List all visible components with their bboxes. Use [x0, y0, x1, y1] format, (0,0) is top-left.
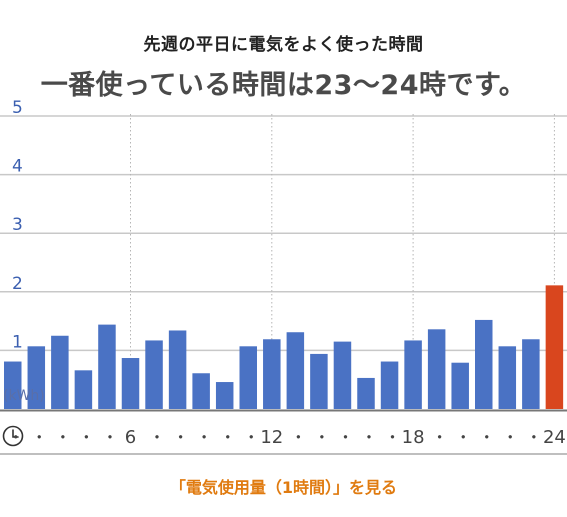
- bars: [4, 285, 564, 409]
- bar-hour-24: [545, 285, 564, 409]
- hour-guide-lines: [130, 114, 555, 409]
- x-tick-20: ・: [479, 428, 495, 447]
- y-tick-3: 3: [12, 215, 23, 235]
- x-tick-19: ・: [455, 428, 471, 447]
- y-unit-label: (kWh): [3, 388, 45, 404]
- x-tick-21: ・: [502, 428, 518, 447]
- x-tick-16: ・: [385, 428, 401, 447]
- x-tick-3: ・: [78, 428, 94, 447]
- x-tick-10: ・: [243, 428, 259, 447]
- bar-hour-8: [168, 330, 187, 409]
- x-tick-7: ・: [173, 428, 189, 447]
- x-tick-6: ・: [149, 428, 165, 447]
- view-hourly-usage-link[interactable]: 「電気使用量（1時間）」を見る: [169, 478, 398, 497]
- bar-hour-4: [74, 370, 93, 409]
- x-tick-8: ・: [196, 428, 212, 447]
- bar-hour-12: [263, 339, 281, 409]
- x-tick-12: ・: [290, 428, 306, 447]
- x-tick-9: ・: [220, 428, 236, 447]
- chart-headline: 一番使っている時間は23～24時です。: [40, 70, 527, 101]
- bar-hour-5: [98, 324, 116, 409]
- y-tick-1: 1: [12, 332, 23, 352]
- chart-subtitle: 先週の平日に電気をよく使った時間: [143, 35, 424, 55]
- x-tick-2: ・: [55, 428, 71, 447]
- bar-hour-14: [310, 353, 328, 409]
- x-tick-0: ・: [8, 428, 24, 447]
- bar-hour-7: [145, 340, 163, 409]
- bar-hour-6: [121, 358, 140, 409]
- chart-title-area: 先週の平日に電気をよく使った時間 一番使っている時間は23～24時です。: [0, 30, 567, 102]
- x-tick-23: 24: [543, 427, 566, 448]
- x-axis-ticks: ・・・・・ 6 ・・・・・ 12 ・・・・・ 18 ・・・・・ 24: [8, 427, 566, 448]
- x-tick-14: ・: [337, 428, 353, 447]
- bar-hour-11: [239, 346, 257, 409]
- y-tick-5: 5: [12, 98, 23, 118]
- y-tick-2: 2: [12, 274, 23, 294]
- x-tick-1: ・: [31, 428, 47, 447]
- x-tick-11: 12: [260, 427, 283, 448]
- x-tick-13: ・: [314, 428, 330, 447]
- bar-hour-22: [498, 346, 517, 409]
- bar-hour-1: [4, 361, 22, 409]
- y-axis-ticks: 1 2 3 4 5: [12, 98, 23, 352]
- bar-hour-16: [357, 377, 375, 409]
- bar-hour-20: [451, 362, 469, 409]
- x-tick-15: ・: [361, 428, 377, 447]
- x-tick-4: ・: [102, 428, 118, 447]
- clock-icon: [2, 425, 24, 447]
- bar-hour-15: [333, 341, 352, 409]
- bar-hour-10: [215, 382, 234, 409]
- bar-hour-13: [286, 332, 305, 409]
- grid-lines: [0, 115, 567, 352]
- bar-hour-17: [380, 361, 399, 409]
- x-tick-22: ・: [526, 428, 542, 447]
- x-tick-18: ・: [432, 428, 448, 447]
- bar-hour-2: [27, 346, 46, 409]
- x-tick-17: 18: [402, 427, 425, 448]
- bar-hour-3: [51, 335, 69, 409]
- bar-hour-21: [475, 319, 493, 409]
- x-tick-5: 6: [125, 427, 136, 448]
- bar-hour-19: [427, 329, 446, 409]
- bar-hour-9: [192, 373, 210, 409]
- x-axis: [0, 409, 567, 455]
- bar-hour-18: [404, 340, 422, 409]
- y-tick-4: 4: [12, 157, 23, 177]
- bar-hour-23: [522, 339, 540, 409]
